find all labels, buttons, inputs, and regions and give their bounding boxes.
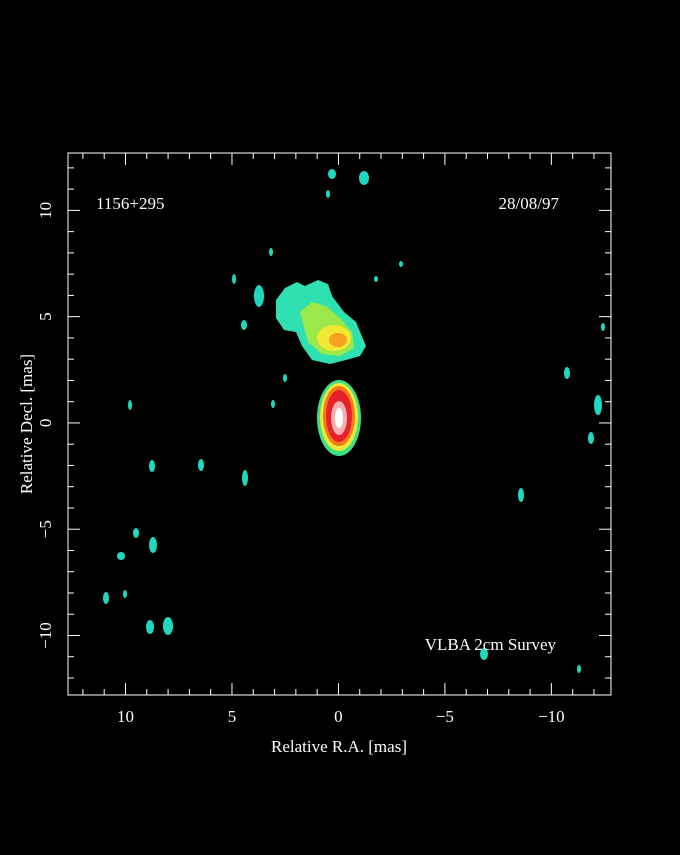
core-peak (335, 408, 343, 428)
y-axis-label: Relative Decl. [mas] (17, 354, 36, 494)
plot-frame (67, 152, 612, 696)
source-label: 1156+295 (96, 194, 164, 213)
y-tick-label: −5 (36, 520, 55, 538)
radio-map (103, 169, 605, 673)
x-axis-label: Relative R.A. [mas] (271, 737, 407, 756)
x-tick-label: −5 (436, 707, 454, 726)
x-tick-label: 10 (117, 707, 134, 726)
jet-core (329, 333, 347, 347)
y-tick-label: −10 (36, 622, 55, 649)
x-tick-label: −10 (538, 707, 565, 726)
y-tick-label: 5 (36, 312, 55, 321)
x-tick-label: 5 (228, 707, 237, 726)
y-tick-label: 10 (36, 202, 55, 219)
x-tick-label: 0 (334, 707, 343, 726)
noise-specks (103, 169, 605, 673)
survey-label: VLBA 2cm Survey (425, 635, 557, 654)
date-label: 28/08/97 (499, 194, 560, 213)
y-tick-label: 0 (36, 419, 55, 428)
